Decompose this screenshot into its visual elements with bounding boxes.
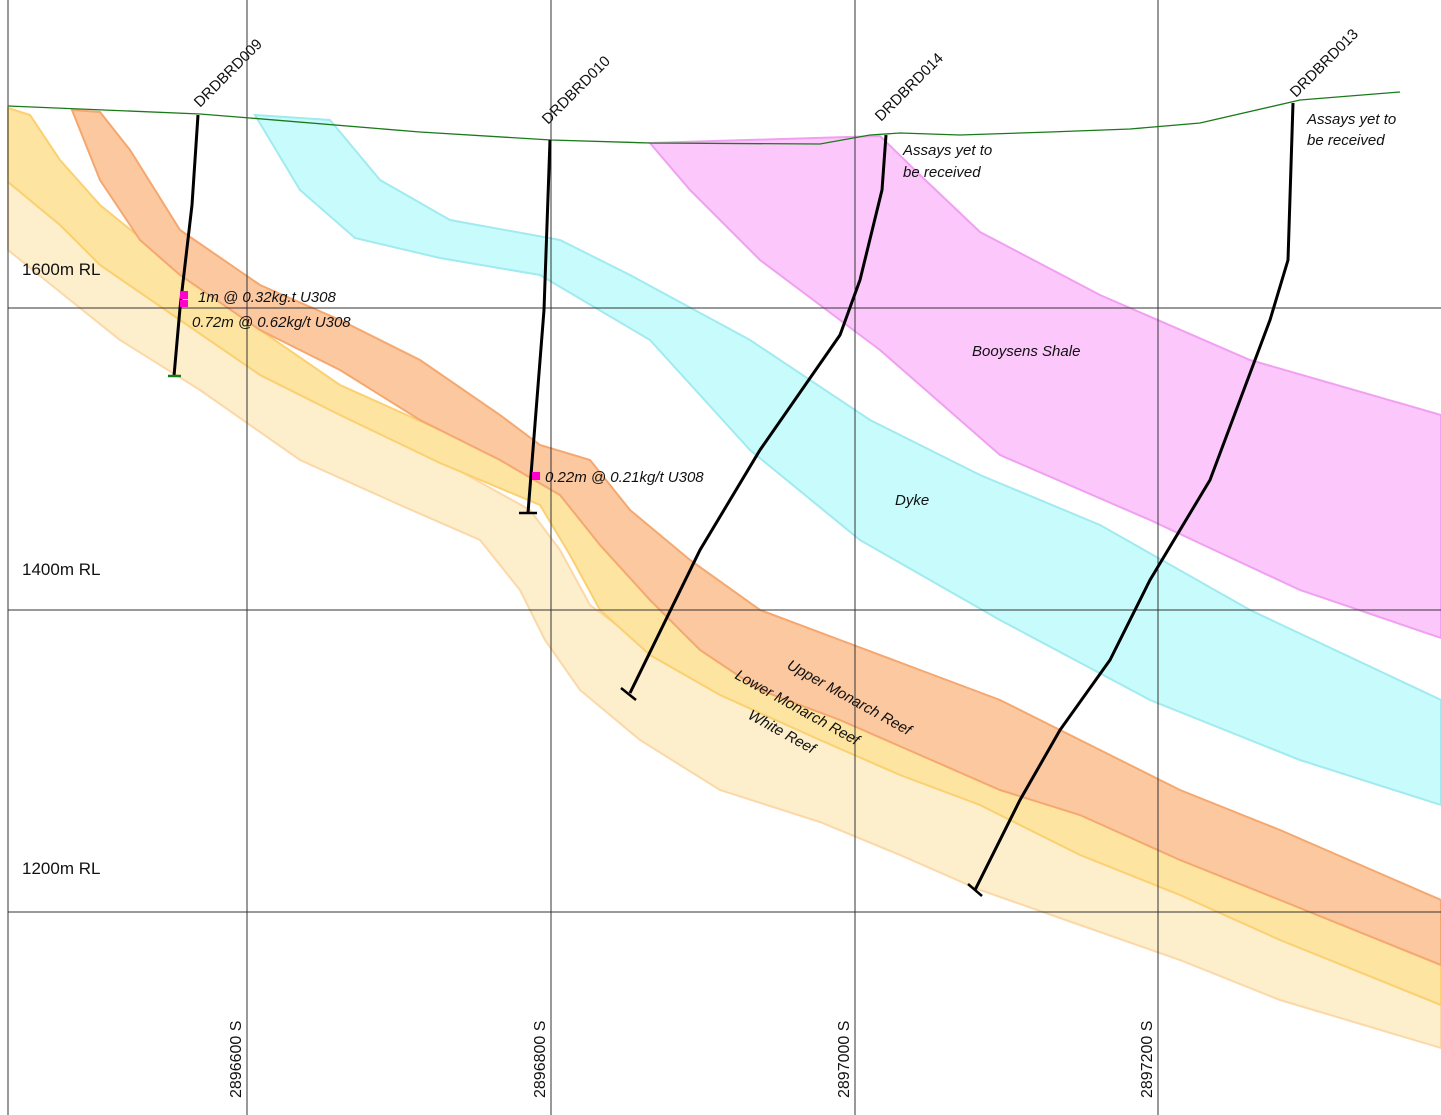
assay-note-drdbrd013-line1: Assays yet to — [1306, 111, 1396, 128]
intercept-label-1: 1m @ 0.32kg.t U308 — [198, 289, 336, 306]
end-of-hole-markers — [168, 374, 983, 897]
intercept-marker-2 — [180, 300, 188, 307]
topography-line — [7, 91, 1401, 145]
dyke-unit — [253, 113, 1441, 807]
intercept-marker-3 — [532, 472, 540, 480]
assay-note-drdbrd014-line1: Assays yet to — [902, 142, 992, 159]
intercept-label-2: 0.72m @ 0.62kg/t U308 — [192, 314, 351, 331]
assay-note-drdbrd014-line2: be received — [903, 164, 981, 181]
rl-label-1200: 1200m RL — [22, 859, 100, 878]
drillhole-label-drdbrd014: DRDBRD014 — [872, 50, 947, 125]
drillhole-label-drdbrd010: DRDBRD010 — [539, 53, 614, 128]
drillhole-label-drdbrd009: DRDBRD009 — [191, 36, 266, 111]
section-grid — [7, 0, 1441, 1115]
unit-label-booysens-shale: Booysens Shale — [972, 343, 1080, 360]
intercept-label-3: 0.22m @ 0.21kg/t U308 — [545, 469, 704, 486]
northing-label-2896600: 2896600 S — [228, 1021, 245, 1098]
upper-monarch-reef-unit — [70, 108, 1441, 967]
unit-label-dyke: Dyke — [895, 492, 929, 509]
northing-label-2897200: 2897200 S — [1139, 1021, 1156, 1098]
drillhole-traces — [172, 102, 1295, 891]
drillhole-trace-drdbrd010 — [526, 139, 552, 514]
drillhole-trace-drdbrd013 — [973, 102, 1295, 891]
drillhole-trace-drdbrd014 — [628, 134, 888, 694]
booysens-shale-unit — [647, 134, 1441, 640]
intercept-markers — [180, 291, 540, 480]
drillhole-trace-drdbrd009 — [172, 114, 200, 377]
northing-label-2896800: 2896800 S — [532, 1021, 549, 1098]
rl-label-1600: 1600m RL — [22, 260, 100, 279]
assay-note-drdbrd013-line2: be received — [1307, 132, 1385, 149]
northing-label-2897000: 2897000 S — [836, 1021, 853, 1098]
rl-label-1400: 1400m RL — [22, 560, 100, 579]
drillhole-label-drdbrd013: DRDBRD013 — [1287, 26, 1362, 101]
intercept-marker-1 — [180, 291, 188, 299]
